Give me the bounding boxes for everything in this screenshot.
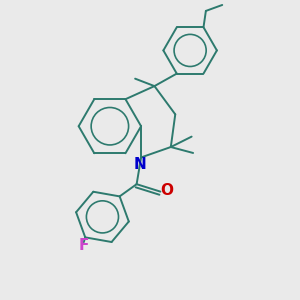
- Text: N: N: [133, 158, 146, 172]
- Text: F: F: [79, 238, 89, 253]
- Text: O: O: [160, 183, 173, 198]
